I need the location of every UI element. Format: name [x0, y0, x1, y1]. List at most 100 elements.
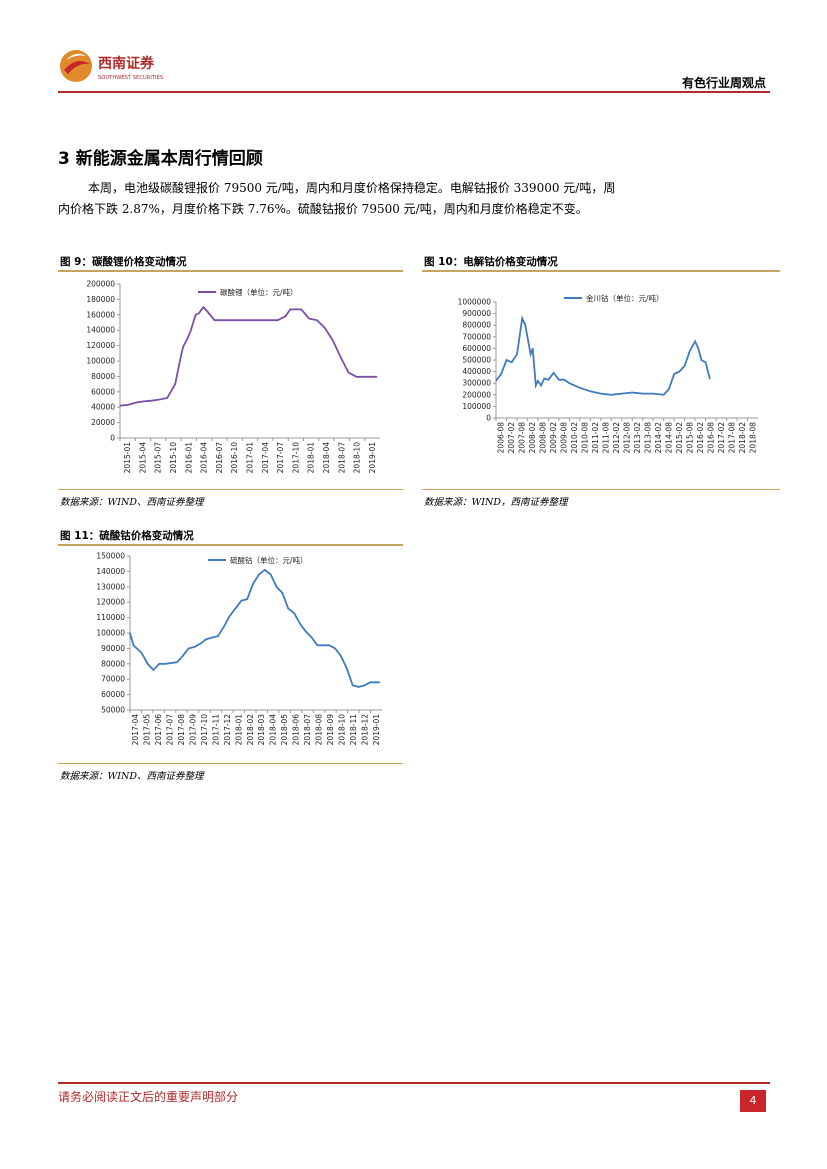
data-point — [127, 404, 129, 406]
x-tick-label: 2010-02 — [570, 422, 579, 454]
x-tick-label: 2018-07 — [303, 714, 312, 746]
x-tick-label: 2015-02 — [675, 422, 684, 454]
x-tick-label: 2018-05 — [280, 714, 289, 746]
x-tick-label: 2015-04 — [138, 442, 147, 474]
data-point — [678, 371, 680, 373]
data-point — [369, 681, 371, 683]
data-point — [217, 635, 219, 637]
data-point — [287, 607, 289, 609]
figure-10-title: 图 10：电解钴价格变动情况 — [424, 256, 558, 268]
data-point — [324, 327, 326, 329]
x-tick-label: 2016-07 — [215, 442, 224, 474]
data-point — [340, 655, 342, 657]
y-tick-label: 0 — [110, 434, 115, 443]
data-point — [663, 394, 665, 396]
x-tick-label: 2008-02 — [528, 422, 537, 454]
y-tick-label: 70000 — [101, 675, 125, 684]
figure-10-top-rule — [422, 270, 780, 272]
y-tick-label: 50000 — [101, 706, 125, 715]
x-tick-label: 2017-11 — [211, 714, 220, 746]
y-tick-label: 1000000 — [458, 298, 492, 307]
data-point — [500, 373, 502, 375]
x-tick-label: 2018-01 — [234, 714, 243, 746]
section-title: 3 新能源金属本周行情回顾 — [58, 149, 263, 169]
data-point — [152, 669, 154, 671]
data-point — [193, 646, 196, 648]
data-point — [195, 314, 197, 316]
x-tick-label: 2013-08 — [643, 422, 652, 454]
y-tick-label: 80000 — [101, 659, 125, 668]
data-point — [234, 607, 237, 609]
data-point — [213, 319, 216, 321]
data-point — [371, 376, 373, 378]
data-point — [673, 373, 675, 375]
legend-label: 硫酸钴（单位：元/吨） — [230, 555, 308, 565]
data-point — [376, 376, 378, 378]
data-point — [709, 378, 711, 380]
data-point — [277, 319, 279, 321]
data-point — [229, 319, 231, 321]
x-tick-label: 2012-08 — [623, 422, 632, 454]
x-tick-label: 2017-01 — [246, 442, 255, 474]
page-header: 西南证券 SOUTHWEST SECURITIES 有色行业周观点 — [58, 40, 770, 93]
x-tick-label: 2011-02 — [591, 422, 600, 454]
data-point — [261, 319, 263, 321]
y-tick-label: 500000 — [462, 356, 491, 365]
x-tick-label: 2017-08 — [177, 714, 186, 746]
y-tick-label: 900000 — [462, 309, 491, 318]
x-tick-label: 2018-04 — [322, 442, 331, 474]
data-point — [700, 359, 702, 361]
data-point — [547, 379, 549, 381]
x-tick-label: 2017-08 — [727, 422, 736, 454]
data-point — [553, 372, 555, 374]
data-point — [537, 380, 539, 382]
x-tick-label: 2011-08 — [602, 422, 611, 454]
data-point — [198, 312, 200, 314]
x-tick-label: 2006-08 — [497, 422, 506, 454]
data-point — [379, 681, 381, 683]
data-point — [270, 573, 272, 576]
header-divider — [58, 91, 770, 93]
x-tick-label: 2016-04 — [200, 442, 209, 474]
y-tick-label: 80000 — [91, 372, 115, 381]
data-point — [495, 380, 497, 382]
y-tick-label: 20000 — [91, 418, 115, 427]
data-point — [328, 644, 330, 646]
x-tick-label: 2018-08 — [748, 422, 757, 454]
data-point — [300, 308, 302, 310]
data-point — [245, 319, 247, 321]
x-tick-label: 2017-12 — [223, 714, 232, 746]
page-number: 4 — [740, 1090, 766, 1112]
data-point — [199, 643, 201, 645]
y-tick-label: 200000 — [86, 280, 115, 289]
data-point — [223, 626, 225, 628]
x-tick-label: 2017-10 — [291, 442, 300, 474]
y-tick-label: 100000 — [462, 402, 491, 411]
data-point — [258, 573, 260, 576]
x-tick-label: 2016-10 — [230, 442, 239, 474]
x-tick-label: 2018-06 — [292, 714, 301, 746]
y-tick-label: 140000 — [86, 326, 115, 335]
x-tick-label: 2015-10 — [169, 442, 178, 474]
report-type: 有色行业周观点 — [681, 76, 766, 90]
data-point — [299, 623, 301, 625]
data-point — [316, 319, 318, 321]
data-point — [524, 324, 526, 326]
data-point — [264, 569, 266, 571]
data-point — [316, 644, 319, 646]
data-point — [621, 393, 623, 395]
x-tick-label: 2019-01 — [372, 714, 381, 746]
data-point — [334, 647, 336, 649]
data-point — [332, 339, 334, 341]
data-point — [352, 684, 354, 686]
y-tick-label: 60000 — [101, 690, 125, 699]
x-tick-label: 2013-02 — [633, 422, 642, 454]
data-point — [166, 397, 168, 399]
data-point — [340, 356, 342, 358]
data-point — [652, 393, 654, 395]
data-point — [190, 329, 192, 331]
data-point — [252, 583, 254, 585]
data-point — [631, 391, 633, 394]
legend-label: 碳酸锂（单位：元/吨） — [220, 287, 298, 297]
figure-9-title: 图 9：碳酸锂价格变动情况 — [60, 256, 187, 268]
